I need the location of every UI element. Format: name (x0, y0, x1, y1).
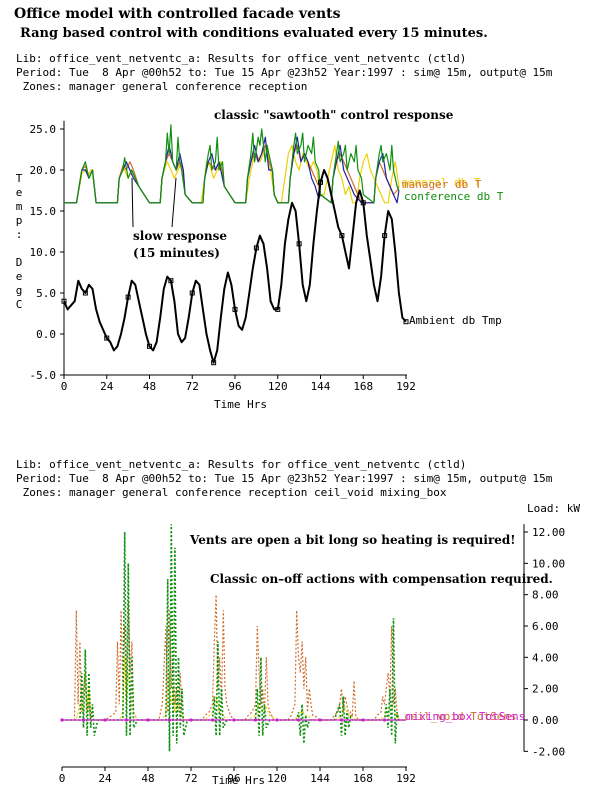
chart1-ylabel-letter: D (16, 256, 23, 269)
chart1-annotation-slow1: slow response (133, 229, 227, 243)
chart1-y-tick-label: 20.0 (30, 164, 57, 177)
chart1-annotation-pointer (132, 178, 133, 227)
chart1-y-tick-label: 25.0 (30, 123, 57, 136)
chart1-x-tick-label: 120 (268, 380, 288, 393)
chart1-ylabel-letter: p (16, 214, 23, 227)
chart1-x-tick-label: 96 (228, 380, 241, 393)
chart1-series-line (64, 145, 399, 202)
chart1-annotation-pointer (172, 178, 176, 227)
chart1-y-tick-label: -5.0 (30, 369, 57, 382)
chart1-y-tick-label: 15.0 (30, 205, 57, 218)
chart1-xlabel: Time Hrs (214, 398, 267, 411)
chart1-y-tick-label: 0.0 (36, 328, 56, 341)
chart1-x-tick-label: 0 (61, 380, 68, 393)
chart1-annotation-slow2: (15 minutes) (133, 246, 220, 260)
chart1-ylabel-letter: e (16, 270, 23, 283)
chart1-label-conference: conference db T (404, 190, 504, 203)
chart1-y-tick-label: 10.0 (30, 246, 57, 259)
chart1-x-tick-label: 24 (100, 380, 114, 393)
chart1-series-line (64, 125, 399, 203)
chart1-ylabel-letter: g (16, 284, 23, 297)
chart1-ylabel-letter: C (16, 298, 23, 311)
chart1-x-tick-label: 48 (143, 380, 156, 393)
chart1-x-tick-label: 168 (353, 380, 373, 393)
chart1-annotation-sawtooth: classic "sawtooth" control response (214, 108, 454, 122)
chart1-series-line (64, 137, 399, 203)
chart1-x-tick-label: 144 (311, 380, 331, 393)
chart1-ylabel-letter: T (16, 172, 23, 185)
chart1-x-tick-label: 72 (186, 380, 199, 393)
chart1-series-line (64, 170, 406, 363)
chart1-label-ambient: Ambient db Tmp (409, 314, 502, 327)
chart1-ylabel-letter: e (16, 186, 23, 199)
chart1-ylabel-letter: m (16, 200, 23, 213)
chart1-y-tick-label: 5.0 (36, 287, 56, 300)
chart1-x-tick-label: 192 (396, 380, 416, 393)
chart1-ylabel-letter: : (16, 228, 23, 241)
